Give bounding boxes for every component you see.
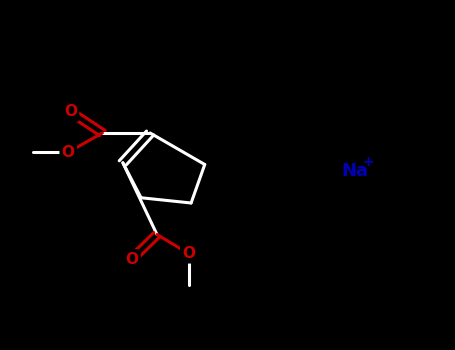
Text: O: O [182,246,195,261]
Text: O: O [64,105,77,119]
Text: O: O [126,252,138,266]
Text: O: O [62,145,75,160]
Text: +: + [363,155,374,169]
Text: Na: Na [341,162,369,181]
